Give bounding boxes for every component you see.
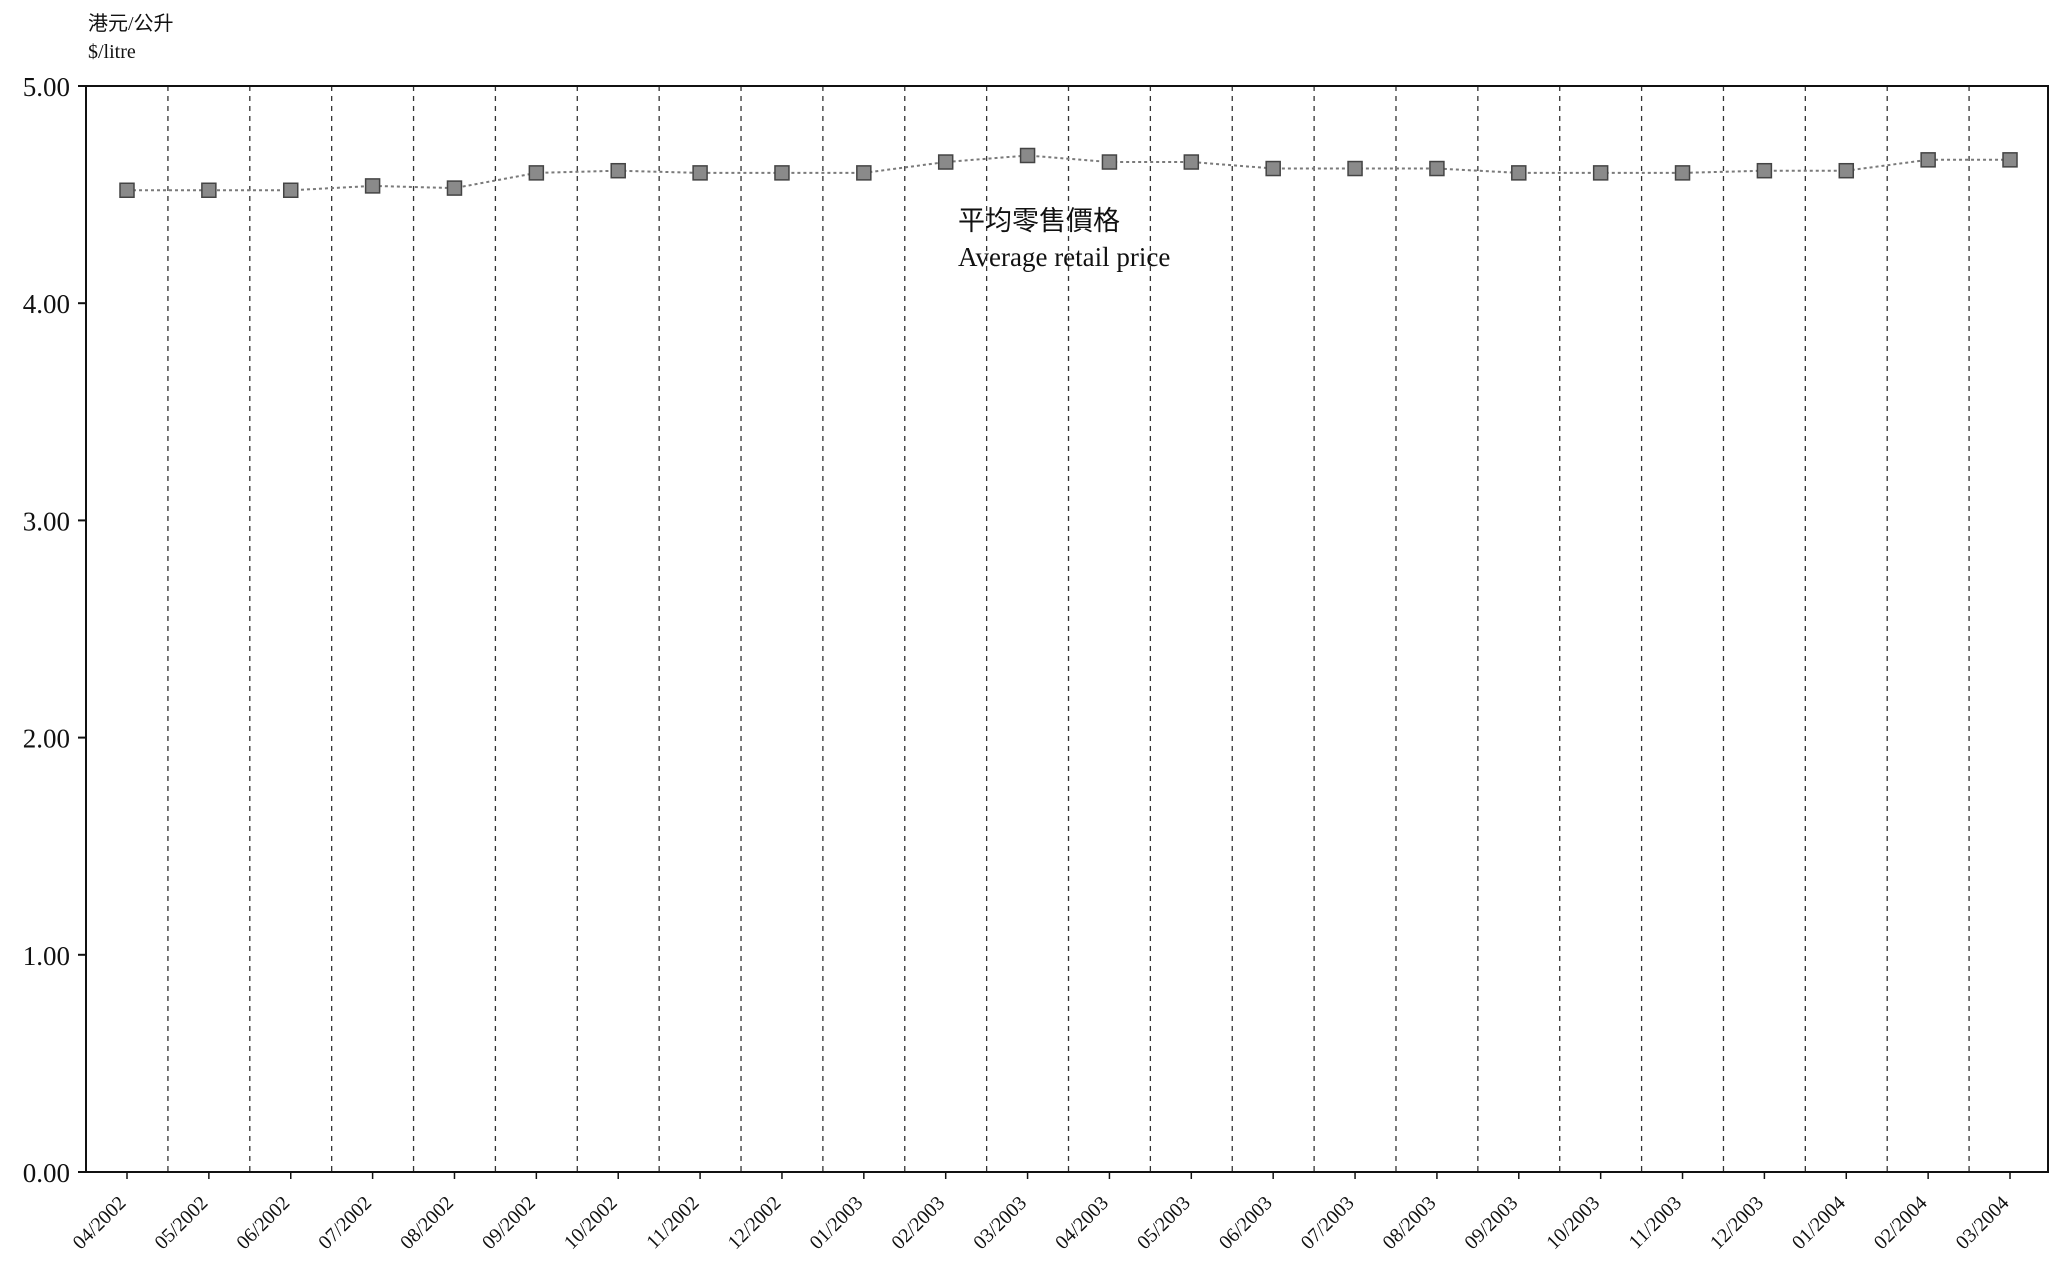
data-point xyxy=(2002,152,2018,168)
data-point xyxy=(856,165,872,181)
x-tick-label: 02/2003 xyxy=(887,1192,949,1254)
y-tick-label: 0.00 xyxy=(23,1158,70,1188)
data-point xyxy=(1920,152,1936,168)
data-point xyxy=(1756,162,1773,179)
data-point xyxy=(1265,160,1281,177)
series-annotation-zh: 平均零售價格 xyxy=(958,206,1120,236)
y-tick-label: 1.00 xyxy=(23,941,70,971)
x-axis-ticks: 04/2002 05/2002 06/2002 07/2002 08/2002 09/20… xyxy=(69,1172,2014,1254)
series-line-average-retail-price xyxy=(127,154,2010,192)
y-axis-ticks: 0.00 1.00 2.00 3.00 4.00 5.00 xyxy=(23,72,86,1188)
data-point xyxy=(446,180,463,196)
x-tick-label: 05/2003 xyxy=(1133,1192,1195,1254)
x-tick-label: 08/2003 xyxy=(1379,1192,1441,1254)
data-point xyxy=(282,182,299,199)
x-tick-label: 11/2002 xyxy=(642,1192,703,1253)
y-tick-label: 3.00 xyxy=(23,506,70,536)
data-point xyxy=(119,182,135,199)
data-point xyxy=(201,182,217,199)
x-tick-label: 04/2003 xyxy=(1051,1192,1113,1254)
data-point xyxy=(1183,154,1200,170)
data-point xyxy=(1429,160,1445,177)
x-tick-label: 01/2004 xyxy=(1788,1192,1850,1254)
x-tick-label: 03/2003 xyxy=(969,1192,1031,1254)
x-tick-label: 06/2002 xyxy=(232,1192,294,1254)
x-tick-label: 05/2002 xyxy=(150,1192,212,1254)
x-tick-label: 02/2004 xyxy=(1870,1192,1932,1254)
x-tick-label: 12/2003 xyxy=(1706,1192,1768,1254)
x-tick-label: 03/2004 xyxy=(1952,1192,2014,1254)
data-point xyxy=(1838,162,1855,179)
x-tick-label: 07/2003 xyxy=(1297,1192,1359,1254)
plot-frame xyxy=(85,85,2049,1173)
data-point xyxy=(1674,165,1691,181)
series-annotation-en: Average retail price xyxy=(958,242,1170,272)
x-tick-label: 07/2002 xyxy=(314,1192,376,1254)
data-point xyxy=(1511,165,1527,181)
data-point xyxy=(528,165,545,181)
data-point xyxy=(364,178,381,194)
x-tick-label: 10/2003 xyxy=(1542,1192,1604,1254)
data-point xyxy=(1101,154,1118,170)
data-point xyxy=(937,154,954,170)
data-point xyxy=(692,165,708,181)
data-point xyxy=(774,165,790,181)
x-tick-label: 01/2003 xyxy=(805,1192,867,1254)
x-tick-label: 04/2002 xyxy=(69,1192,131,1254)
x-tick-label: 12/2002 xyxy=(724,1192,786,1254)
x-tick-label: 10/2002 xyxy=(560,1192,622,1254)
grid-lines xyxy=(167,86,1970,1172)
y-tick-label: 2.00 xyxy=(23,724,70,754)
x-tick-label: 06/2003 xyxy=(1215,1192,1277,1254)
x-tick-label: 08/2002 xyxy=(396,1192,458,1254)
y-unit-label-zh: 港元/公升 xyxy=(88,12,174,35)
x-tick-label: 09/2003 xyxy=(1460,1192,1522,1254)
data-point xyxy=(1592,165,1609,181)
x-tick-label: 09/2002 xyxy=(478,1192,540,1254)
data-point xyxy=(1019,147,1036,164)
data-point xyxy=(1347,160,1363,177)
y-unit-label-en: $/litre xyxy=(88,41,136,63)
series-points xyxy=(119,147,2018,199)
data-point xyxy=(610,162,626,179)
y-tick-label: 5.00 xyxy=(23,72,70,102)
y-tick-label: 4.00 xyxy=(23,289,70,319)
x-tick-label: 11/2003 xyxy=(1625,1192,1686,1253)
